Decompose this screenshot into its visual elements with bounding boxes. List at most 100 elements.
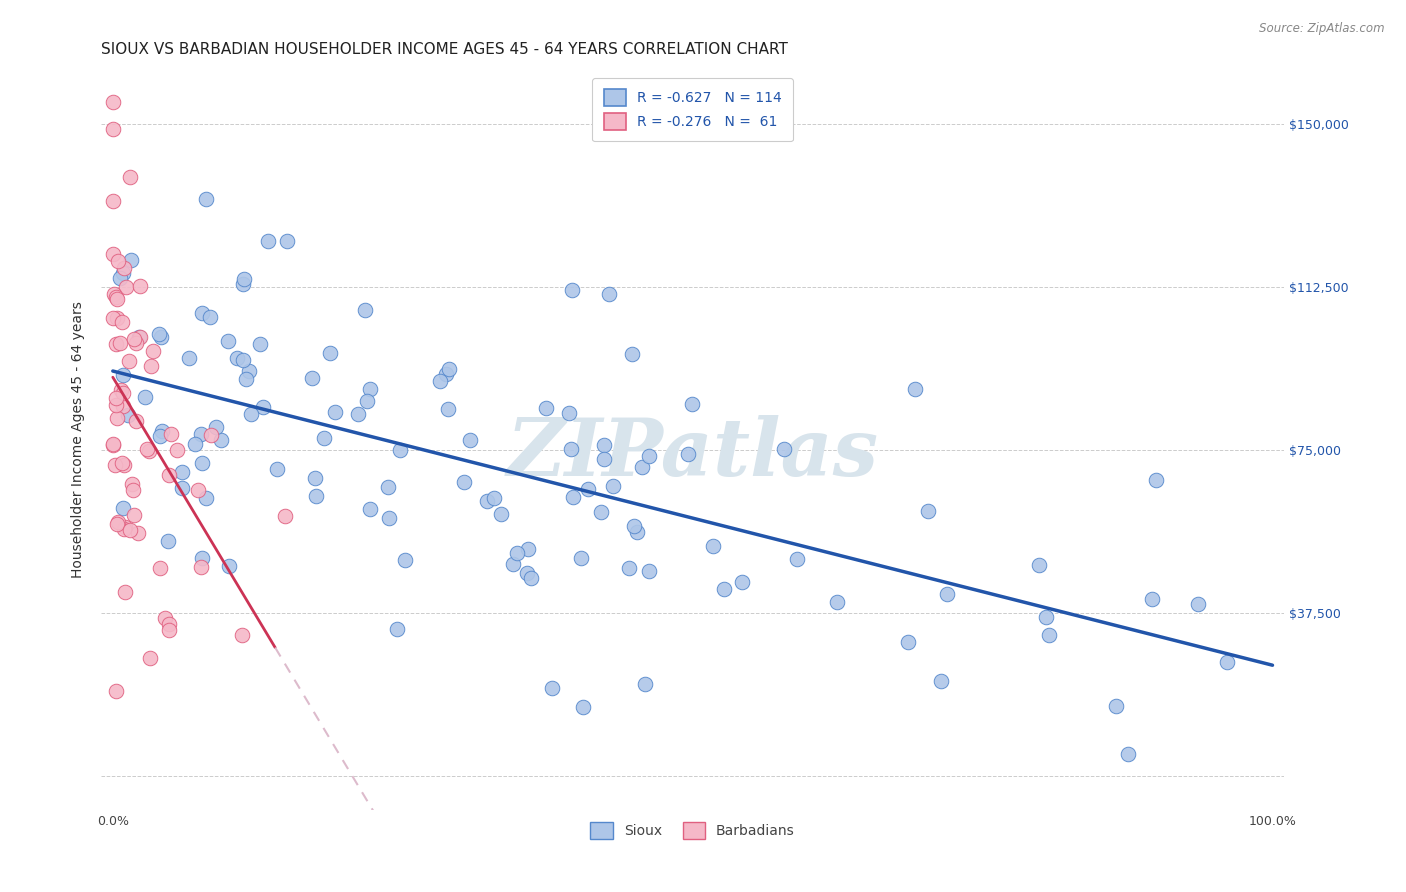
- Point: [232, 277, 254, 291]
- Point: [170, 481, 193, 495]
- Point: [218, 559, 240, 574]
- Point: [122, 332, 145, 346]
- Point: [195, 192, 218, 206]
- Point: [630, 460, 652, 475]
- Point: [385, 623, 408, 637]
- Point: [458, 433, 481, 447]
- Point: [256, 234, 278, 248]
- Point: [638, 449, 661, 463]
- Point: [354, 302, 377, 317]
- Text: Source: ZipAtlas.com: Source: ZipAtlas.com: [1260, 22, 1385, 36]
- Point: [112, 522, 135, 536]
- Point: [592, 452, 614, 467]
- Point: [114, 584, 136, 599]
- Point: [377, 480, 399, 494]
- Point: [773, 442, 796, 456]
- Point: [437, 362, 460, 376]
- Point: [589, 505, 612, 519]
- Point: [359, 501, 381, 516]
- Point: [111, 400, 134, 414]
- Point: [115, 280, 138, 294]
- Point: [429, 375, 451, 389]
- Point: [138, 444, 160, 458]
- Point: [209, 433, 232, 447]
- Point: [105, 516, 128, 531]
- Point: [112, 500, 135, 515]
- Point: [252, 400, 274, 414]
- Point: [103, 246, 125, 260]
- Point: [104, 397, 127, 411]
- Point: [517, 541, 540, 556]
- Point: [159, 467, 181, 482]
- Point: [139, 651, 162, 665]
- Point: [184, 437, 207, 451]
- Point: [931, 673, 953, 688]
- Point: [105, 310, 128, 325]
- Point: [149, 330, 172, 344]
- Point: [598, 287, 620, 301]
- Point: [1105, 699, 1128, 714]
- Point: [124, 508, 146, 523]
- Point: [489, 507, 512, 521]
- Point: [346, 407, 368, 421]
- Point: [378, 511, 401, 525]
- Point: [104, 684, 127, 698]
- Point: [127, 525, 149, 540]
- Point: [104, 458, 127, 472]
- Point: [107, 515, 129, 529]
- Point: [101, 438, 124, 452]
- Point: [217, 334, 239, 349]
- Point: [558, 406, 581, 420]
- Point: [505, 546, 527, 560]
- Point: [149, 561, 172, 575]
- Point: [231, 628, 253, 642]
- Point: [394, 553, 416, 567]
- Point: [301, 371, 323, 385]
- Point: [172, 465, 194, 479]
- Point: [142, 343, 165, 358]
- Point: [825, 594, 848, 608]
- Point: [276, 234, 298, 248]
- Point: [561, 283, 583, 297]
- Text: ZIPatlas: ZIPatlas: [506, 415, 879, 492]
- Point: [205, 419, 228, 434]
- Point: [620, 347, 643, 361]
- Point: [626, 525, 648, 540]
- Point: [249, 337, 271, 351]
- Point: [359, 382, 381, 396]
- Point: [112, 266, 135, 280]
- Point: [560, 442, 582, 457]
- Point: [702, 539, 724, 553]
- Point: [936, 587, 959, 601]
- Point: [128, 329, 150, 343]
- Point: [475, 494, 498, 508]
- Point: [111, 315, 134, 329]
- Point: [1144, 474, 1167, 488]
- Point: [319, 346, 342, 360]
- Point: [105, 290, 128, 304]
- Point: [617, 561, 640, 575]
- Point: [191, 551, 214, 566]
- Point: [1118, 747, 1140, 761]
- Point: [177, 351, 200, 365]
- Point: [112, 458, 135, 472]
- Point: [516, 566, 538, 580]
- Point: [569, 551, 592, 566]
- Point: [238, 364, 260, 378]
- Point: [118, 524, 141, 538]
- Point: [139, 359, 162, 373]
- Point: [107, 254, 129, 268]
- Point: [103, 287, 125, 301]
- Point: [105, 337, 128, 351]
- Point: [602, 479, 624, 493]
- Point: [676, 447, 699, 461]
- Point: [904, 382, 927, 396]
- Point: [572, 699, 595, 714]
- Point: [191, 306, 214, 320]
- Point: [623, 519, 645, 533]
- Point: [1038, 628, 1060, 642]
- Point: [118, 354, 141, 368]
- Point: [389, 443, 412, 458]
- Point: [129, 330, 152, 344]
- Point: [150, 424, 173, 438]
